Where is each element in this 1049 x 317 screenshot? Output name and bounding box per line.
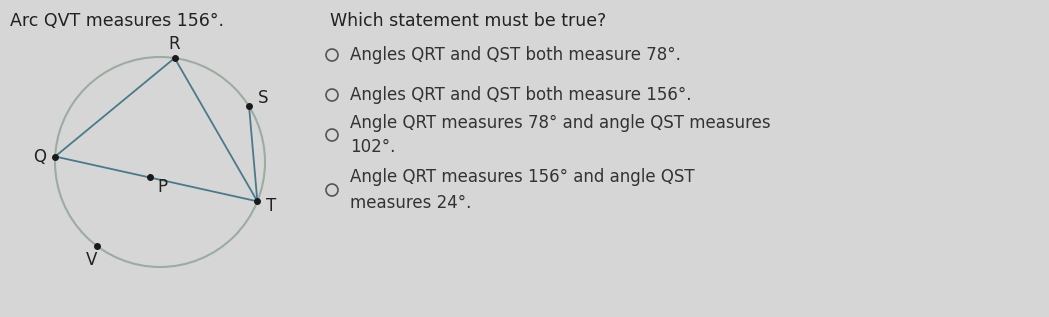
Text: Angles QRT and QST both measure 156°.: Angles QRT and QST both measure 156°. — [350, 86, 691, 104]
Text: V: V — [86, 251, 98, 269]
Text: Angle QRT measures 156° and angle QST
measures 24°.: Angle QRT measures 156° and angle QST me… — [350, 169, 694, 211]
Text: S: S — [258, 89, 269, 107]
Text: Which statement must be true?: Which statement must be true? — [330, 12, 606, 30]
Text: Arc QVT measures 156°.: Arc QVT measures 156°. — [10, 12, 224, 30]
Text: Angles QRT and QST both measure 78°.: Angles QRT and QST both measure 78°. — [350, 46, 681, 64]
Text: R: R — [169, 35, 180, 53]
Text: Angle QRT measures 78° and angle QST measures
102°.: Angle QRT measures 78° and angle QST mea… — [350, 113, 771, 157]
Text: P: P — [157, 178, 167, 196]
Text: Q: Q — [33, 147, 46, 165]
Text: T: T — [266, 197, 277, 215]
